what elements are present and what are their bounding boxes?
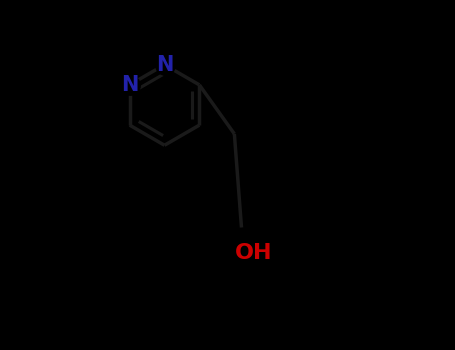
Text: N: N: [121, 75, 138, 95]
Text: N: N: [156, 55, 173, 75]
Text: OH: OH: [235, 243, 273, 263]
